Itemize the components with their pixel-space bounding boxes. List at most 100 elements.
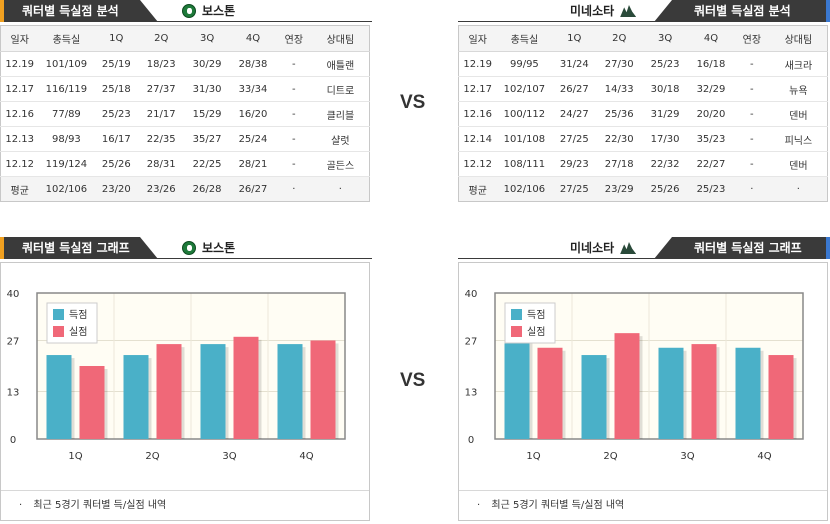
average-row: 평균 102/106 23/20 23/26 26/28 26/27 · · xyxy=(0,176,370,202)
right-stats-table: 일자 총득실 1Q 2Q 3Q 4Q 연장 상대팀 12.19 99/95 31/24 27/30 2… xyxy=(458,25,828,202)
table-cell: 27/18 xyxy=(596,151,643,177)
table-cell: 27/37 xyxy=(138,76,185,102)
table-cell: 22/27 xyxy=(688,151,734,177)
y-tick-label: 40 xyxy=(465,289,478,300)
average-cell: 23/20 xyxy=(94,176,139,202)
table-cell: - xyxy=(275,51,312,77)
left-graph-title: 쿼터별 득실점 그래프 xyxy=(0,237,158,259)
table-row: 12.17 102/107 26/27 14/33 30/18 32/29- 뉴욕 xyxy=(458,76,828,102)
y-tick-label: 27 xyxy=(7,336,20,347)
average-cell: 25/26 xyxy=(642,176,689,202)
table-cell: 샬럿 xyxy=(311,126,370,152)
average-cell: · xyxy=(275,176,312,202)
table-cell: 12.17 xyxy=(0,76,39,102)
bar-allowed xyxy=(537,347,563,439)
table-cell: - xyxy=(733,151,770,177)
table-cell: 새크라 xyxy=(769,51,828,77)
left-graph-panel: 0 13 27 40 1Q 2Q 3Q 4Q 득점 실점 · 최근 5경기 쿼터별 득/실점 내역 xyxy=(0,262,370,521)
table-cell: 디트로 xyxy=(311,76,370,102)
right-graph-team-name: 미네소타 xyxy=(570,241,615,255)
table-cell: 18/23 xyxy=(138,51,185,77)
legend-swatch xyxy=(511,309,522,320)
column-header: 3Q xyxy=(184,25,231,52)
average-cell: 평균 xyxy=(458,176,497,202)
bullet-icon: · xyxy=(477,500,481,511)
table-cell: 12.19 xyxy=(0,51,39,77)
left-header-underline xyxy=(150,21,372,22)
table-cell: 35/27 xyxy=(184,126,231,152)
left-stats-table: 일자 총득실 1Q 2Q 3Q 4Q 연장 상대팀 12.19 101/109 25/19 18/2… xyxy=(0,25,370,202)
average-cell: 26/28 xyxy=(184,176,231,202)
table-cell: 99/95 xyxy=(496,51,553,77)
table-cell: 30/18 xyxy=(642,76,689,102)
right-graph-underline xyxy=(458,258,658,259)
table-cell: 12.12 xyxy=(458,151,497,177)
legend-label: 실점 xyxy=(69,326,87,338)
bar-scored xyxy=(581,355,607,439)
bar-allowed xyxy=(233,336,259,439)
y-tick-label: 27 xyxy=(465,336,478,347)
table-cell: 피닉스 xyxy=(769,126,828,152)
right-team-name: 미네소타 xyxy=(570,4,615,18)
table-cell: 16/17 xyxy=(94,126,139,152)
average-cell: 26/27 xyxy=(230,176,276,202)
column-header: 연장 xyxy=(275,25,312,52)
column-header: 총득실 xyxy=(496,25,553,52)
bullet-icon: · xyxy=(19,500,23,511)
x-tick-label: 4Q xyxy=(757,451,771,462)
left-footnote: · 최근 5경기 쿼터별 득/실점 내역 xyxy=(1,490,369,520)
table-cell: 101/108 xyxy=(496,126,553,152)
table-cell: 15/29 xyxy=(184,101,231,127)
average-cell: · xyxy=(769,176,828,202)
table-cell: 28/31 xyxy=(138,151,185,177)
table-cell: - xyxy=(275,151,312,177)
table-cell: 30/29 xyxy=(184,51,231,77)
average-cell: · xyxy=(311,176,370,202)
right-graph-panel: 0 13 27 40 1Q 2Q 3Q 4Q 득점 실점 · 최근 5경기 쿼터별 득/실점 내역 xyxy=(458,262,828,521)
table-cell: 12.13 xyxy=(0,126,39,152)
table-cell: 22/25 xyxy=(184,151,231,177)
table-cell: 클리블 xyxy=(311,101,370,127)
legend-swatch xyxy=(53,309,64,320)
table-cell: 12.14 xyxy=(458,126,497,152)
plot-frame xyxy=(494,292,804,440)
column-header: 2Q xyxy=(138,25,185,52)
table-cell: 12.17 xyxy=(458,76,497,102)
right-team-label: 미네소타 xyxy=(570,0,637,22)
left-graph-underline xyxy=(150,258,372,259)
bar-scored xyxy=(658,347,684,439)
legend-swatch xyxy=(53,326,64,337)
table-cell: 뉴욕 xyxy=(769,76,828,102)
table-cell: 12.12 xyxy=(0,151,39,177)
table-cell: - xyxy=(275,126,312,152)
table-row: 12.16 100/112 24/27 25/36 31/29 20/20- 덴버 xyxy=(458,101,828,127)
average-row: 평균 102/106 27/25 23/29 25/26 25/23 · · xyxy=(458,176,828,202)
table-cell: 17/30 xyxy=(642,126,689,152)
table-cell: 25/36 xyxy=(596,101,643,127)
bar-allowed xyxy=(691,344,717,439)
table-cell: 28/38 xyxy=(230,51,276,77)
table-cell: 16/20 xyxy=(230,101,276,127)
average-cell: 23/29 xyxy=(596,176,643,202)
table-cell: 24/27 xyxy=(552,101,597,127)
average-cell: 25/23 xyxy=(688,176,734,202)
column-header: 2Q xyxy=(596,25,643,52)
table-row: 12.13 98/93 16/17 22/35 35/27 25/24- 샬럿 xyxy=(0,126,370,152)
average-cell: 23/26 xyxy=(138,176,185,202)
average-cell: 102/106 xyxy=(38,176,95,202)
bar-scored xyxy=(46,355,72,439)
table-row: 12.16 77/89 25/23 21/17 15/29 16/20- 클리블 xyxy=(0,101,370,127)
y-tick-label: 0 xyxy=(10,435,16,446)
table-cell: 32/29 xyxy=(688,76,734,102)
table-cell: 102/107 xyxy=(496,76,553,102)
table-cell: - xyxy=(275,76,312,102)
table-row: 12.19 99/95 31/24 27/30 25/23 16/18- 새크라 xyxy=(458,51,828,77)
bar-allowed xyxy=(310,340,336,439)
table-cell: 21/17 xyxy=(138,101,185,127)
bar-allowed xyxy=(614,333,640,439)
table-cell: - xyxy=(733,101,770,127)
table-row: 12.17 116/119 25/18 27/37 31/30 33/34- 디트로 xyxy=(0,76,370,102)
table-cell: 덴버 xyxy=(769,101,828,127)
table-cell: 26/27 xyxy=(552,76,597,102)
